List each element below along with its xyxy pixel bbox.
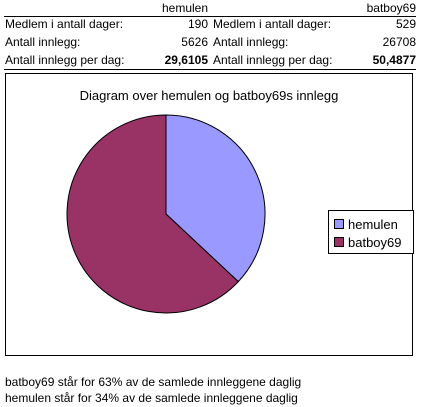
label-posts-batboy69: Antall innlegg: bbox=[213, 35, 289, 49]
chart-legend[interactable]: hemulen batboy69 bbox=[328, 210, 414, 254]
value-days-hemulen: 190 bbox=[187, 17, 208, 31]
label-posts-hemulen: Antall innlegg: bbox=[5, 35, 81, 49]
user-header-hemulen: hemulen bbox=[161, 1, 208, 15]
value-posts-batboy69: 26708 bbox=[382, 35, 416, 49]
chart-title: Diagram over hemulen og batboy69s innleg… bbox=[79, 88, 339, 103]
table-bottom-rule bbox=[4, 69, 416, 70]
value-days-batboy69: 529 bbox=[395, 17, 416, 31]
value-perday-hemulen: 29,6105 bbox=[164, 53, 208, 67]
chart-area[interactable]: Diagram over hemulen og batboy69s innleg… bbox=[5, 73, 414, 356]
value-perday-batboy69: 50,4877 bbox=[372, 53, 416, 67]
legend-item-hemulen: hemulen bbox=[334, 216, 398, 232]
label-days-hemulen: Medlem i antall dager: bbox=[5, 17, 124, 31]
legend-swatch-batboy69 bbox=[334, 237, 344, 247]
label-perday-batboy69: Antall innlegg per dag: bbox=[213, 53, 333, 67]
header-rule bbox=[4, 16, 416, 17]
user-header-batboy69: batboy69 bbox=[366, 1, 416, 15]
note-hemulen: hemulen står for 34% av de samlede innle… bbox=[5, 391, 298, 405]
note-batboy69: batboy69 står for 63% av de samlede innl… bbox=[5, 375, 302, 389]
pie-slice-batboy69 bbox=[66, 114, 240, 314]
label-days-batboy69: Medlem i antall dager: bbox=[213, 17, 332, 31]
pie-slice-hemulen bbox=[165, 114, 266, 283]
legend-item-batboy69: batboy69 bbox=[334, 234, 402, 250]
label-perday-hemulen: Antall innlegg per dag: bbox=[5, 53, 125, 67]
legend-label-hemulen: hemulen bbox=[348, 216, 398, 232]
legend-label-batboy69: batboy69 bbox=[348, 234, 402, 250]
pie-chart bbox=[66, 114, 266, 314]
value-posts-hemulen: 5626 bbox=[181, 35, 208, 49]
legend-swatch-hemulen bbox=[334, 219, 344, 229]
